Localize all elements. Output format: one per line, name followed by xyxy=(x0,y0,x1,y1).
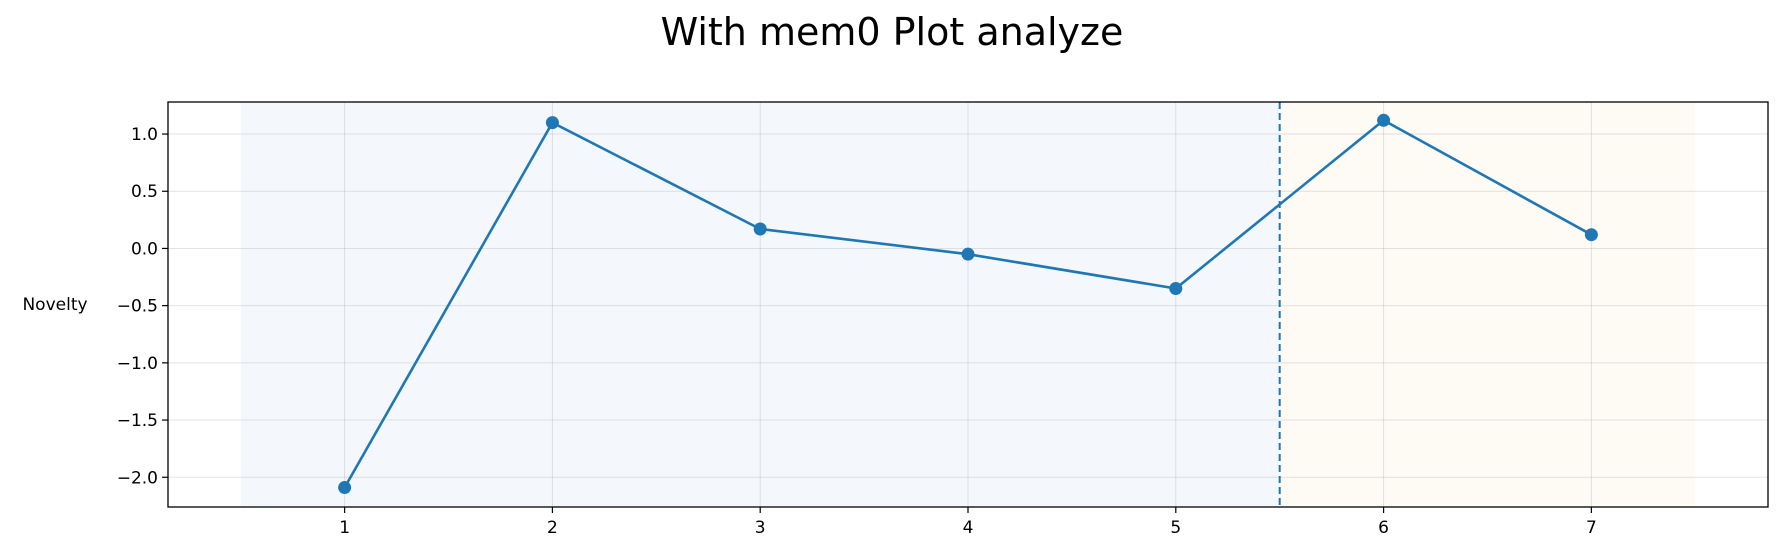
x-tick-label-4: 4 xyxy=(963,518,974,538)
y-tick-label-4: −0.5 xyxy=(117,297,158,317)
x-tick-label-1: 1 xyxy=(339,518,350,538)
data-point-1 xyxy=(338,481,352,495)
y-tick-label-5: −1.0 xyxy=(117,354,158,374)
x-tick-label-3: 3 xyxy=(755,518,766,538)
data-point-2 xyxy=(545,116,559,130)
data-point-6 xyxy=(1377,113,1391,127)
shaded-regions xyxy=(240,102,1696,507)
x-tick-label-6: 6 xyxy=(1378,518,1389,538)
data-point-5 xyxy=(1169,281,1183,295)
x-tick-label-2: 2 xyxy=(547,518,558,538)
data-points xyxy=(338,113,1598,495)
grid xyxy=(168,102,1768,507)
data-point-3 xyxy=(753,222,767,236)
shaded-region-1 xyxy=(240,102,1280,507)
x-axis: 1 2 3 4 5 6 7 xyxy=(339,507,1597,538)
x-tick-label-7: 7 xyxy=(1586,518,1597,538)
chart-title: With mem0 Plot analyze xyxy=(661,10,1124,54)
data-point-7 xyxy=(1584,228,1598,242)
y-tick-label-7: −2.0 xyxy=(117,468,158,488)
y-tick-label-3: 0.0 xyxy=(131,239,158,259)
shaded-region-2 xyxy=(1279,102,1696,507)
y-tick-label-6: −1.5 xyxy=(117,411,158,431)
y-tick-label-2: 0.5 xyxy=(131,182,158,202)
y-axis-label: Novelty xyxy=(22,295,87,315)
data-point-4 xyxy=(961,247,975,261)
x-tick-label-5: 5 xyxy=(1170,518,1181,538)
y-tick-label-1: 1.0 xyxy=(131,125,158,145)
y-axis: 1.0 0.5 0.0 −0.5 −1.0 −1.5 −2.0 xyxy=(117,125,168,488)
